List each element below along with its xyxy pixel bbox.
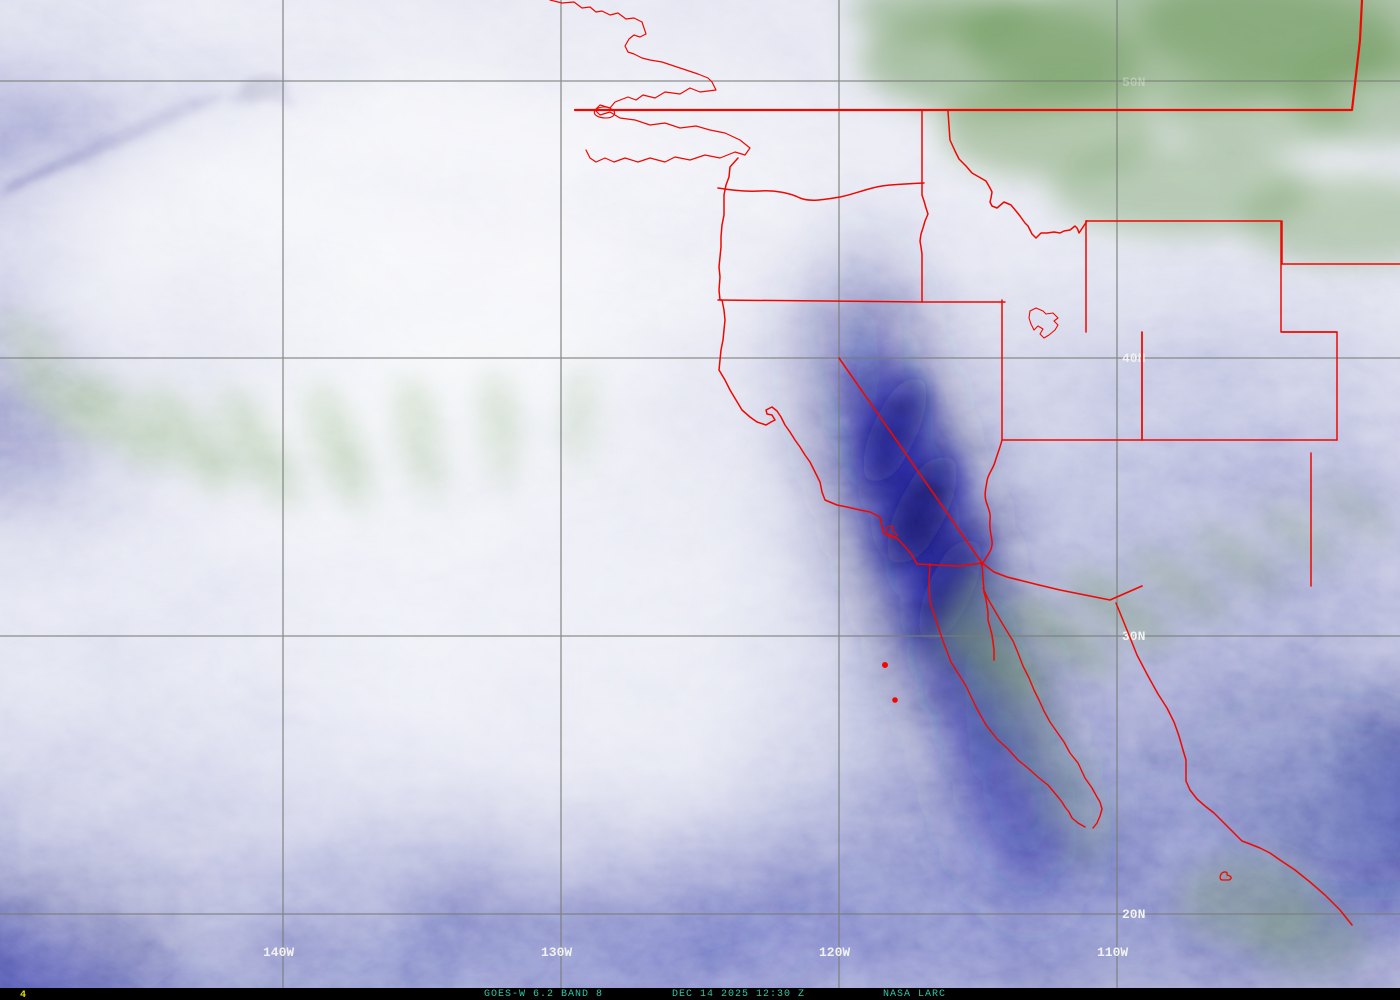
svg-text:DEC 14 2025 12:30 Z: DEC 14 2025 12:30 Z <box>672 989 805 1000</box>
svg-text:GOES-W 6.2 BAND 8: GOES-W 6.2 BAND 8 <box>484 989 603 1000</box>
svg-text:50N: 50N <box>1122 75 1145 90</box>
svg-text:30N: 30N <box>1122 629 1145 644</box>
svg-text:110W: 110W <box>1097 945 1128 960</box>
svg-text:120W: 120W <box>819 945 850 960</box>
svg-text:130W: 130W <box>541 945 572 960</box>
svg-text:4: 4 <box>20 990 26 1000</box>
svg-text:NASA LARC: NASA LARC <box>883 989 946 1000</box>
svg-text:20N: 20N <box>1122 907 1145 922</box>
svg-text:140W: 140W <box>263 945 294 960</box>
